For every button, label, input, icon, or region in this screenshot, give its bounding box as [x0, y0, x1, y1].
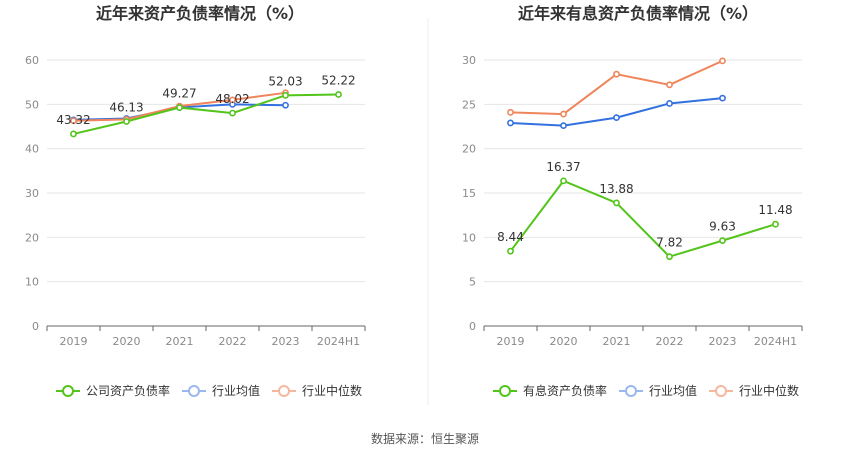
y-tick-label: 20 [462, 143, 476, 156]
y-tick-label: 0 [469, 320, 476, 333]
series-point-1 [772, 220, 779, 228]
legend-swatch-marker [188, 385, 200, 397]
series-line-1 [73, 93, 339, 135]
data-label: 48.02 [215, 92, 249, 106]
legend-item-2[interactable]: 行业均值 [619, 383, 697, 398]
series-line-3 [510, 59, 723, 116]
legend-label: 公司资产负债率 [86, 383, 170, 398]
y-tick-label: 10 [25, 276, 39, 289]
legend-label: 行业均值 [649, 383, 697, 398]
data-label: 46.13 [109, 100, 143, 114]
series-point-2 [613, 114, 620, 122]
data-label: 7.82 [656, 236, 683, 250]
series-line-1 [509, 179, 776, 258]
series-point-3 [560, 110, 567, 118]
y-tick-label: 25 [462, 98, 476, 111]
series-point-1 [719, 237, 726, 245]
series-point-2 [666, 100, 673, 107]
data-label: 43.32 [56, 113, 90, 127]
x-tick-label: 2024H1 [754, 335, 797, 348]
legend-item-2[interactable]: 行业均值 [182, 383, 260, 398]
series-point-1 [176, 104, 183, 111]
x-tick-label: 2022 [656, 335, 684, 348]
legend-swatch-marker [278, 385, 290, 397]
series-point-3 [719, 57, 726, 65]
series-point-3 [229, 96, 236, 104]
chart-panel-1: 近年来资产负债率情况（%） 0 10 20 30 40 50 60 2019 2020 2021 20… [25, 4, 366, 398]
data-label: 52.22 [321, 73, 355, 87]
x-tick-label: 2021 [166, 335, 194, 348]
legend-item-3[interactable]: 行业中位数 [272, 383, 362, 398]
series-point-1 [70, 130, 77, 138]
legend-swatch-marker [715, 385, 727, 397]
data-label: 49.27 [162, 87, 196, 101]
series-point-1 [613, 199, 620, 207]
series-point-1 [229, 109, 236, 117]
series-point-2 [507, 119, 514, 127]
series-point-3 [70, 117, 77, 125]
data-label: 16.37 [546, 160, 580, 174]
legend-item-1[interactable]: 公司资产负债率 [56, 383, 170, 398]
chart-title: 近年来资产负债率情况（%） [96, 4, 304, 23]
series-line-2 [510, 97, 723, 127]
y-tick-label: 40 [25, 143, 39, 156]
x-tick-label: 2021 [603, 335, 631, 348]
y-tick-label: 30 [462, 54, 476, 67]
data-label: 11.48 [758, 203, 792, 217]
series-point-1 [335, 91, 342, 98]
y-tick-label: 5 [469, 276, 476, 289]
data-label: 13.88 [599, 182, 633, 196]
x-tick-label: 2019 [497, 335, 525, 348]
data-label: 8.44 [497, 230, 524, 244]
series-point-1 [560, 177, 567, 185]
series-point-2 [560, 122, 567, 130]
chart-panel-2: 近年来有息资产负债率情况（%） 0 5 10 15 20 25 30 2019 2020 2021 2… [462, 4, 803, 398]
legend-item-1[interactable]: 有息资产负债率 [493, 383, 607, 398]
legend-label: 行业中位数 [302, 383, 362, 398]
y-tick-label: 20 [25, 231, 39, 244]
x-tick-label: 2023 [709, 335, 737, 348]
x-tick-label: 2020 [113, 335, 141, 348]
series-point-1 [282, 91, 289, 99]
y-tick-label: 50 [25, 98, 39, 111]
x-tick-label: 2022 [219, 335, 247, 348]
series-point-3 [666, 81, 673, 89]
legend-swatch-marker [625, 385, 637, 397]
y-tick-label: 10 [462, 231, 476, 244]
legend-swatch-marker [499, 385, 511, 397]
x-tick-label: 2023 [272, 335, 300, 348]
series-point-1 [507, 247, 514, 255]
y-tick-label: 0 [32, 320, 39, 333]
legend-label: 有息资产负债率 [523, 383, 607, 398]
y-tick-label: 60 [25, 54, 39, 67]
legend-item-3[interactable]: 行业中位数 [709, 383, 799, 398]
data-label: 9.63 [709, 220, 736, 234]
x-tick-label: 2024H1 [317, 335, 360, 348]
legend-swatch-marker [62, 385, 74, 397]
series-point-1 [666, 253, 673, 261]
y-tick-label: 15 [462, 187, 476, 200]
data-source-text: 数据来源：恒生聚源 [371, 431, 479, 446]
series-point-1 [123, 118, 130, 125]
series-point-3 [613, 70, 620, 78]
x-tick-label: 2019 [60, 335, 88, 348]
x-tick-label: 2020 [550, 335, 578, 348]
series-point-2 [282, 101, 289, 109]
y-tick-label: 30 [25, 187, 39, 200]
data-label: 52.03 [268, 74, 302, 88]
series-point-3 [507, 108, 514, 116]
chart-title: 近年来有息资产负债率情况（%） [518, 4, 758, 23]
legend-label: 行业中位数 [739, 383, 799, 398]
series-point-2 [719, 94, 726, 102]
legend-label: 行业均值 [212, 383, 260, 398]
